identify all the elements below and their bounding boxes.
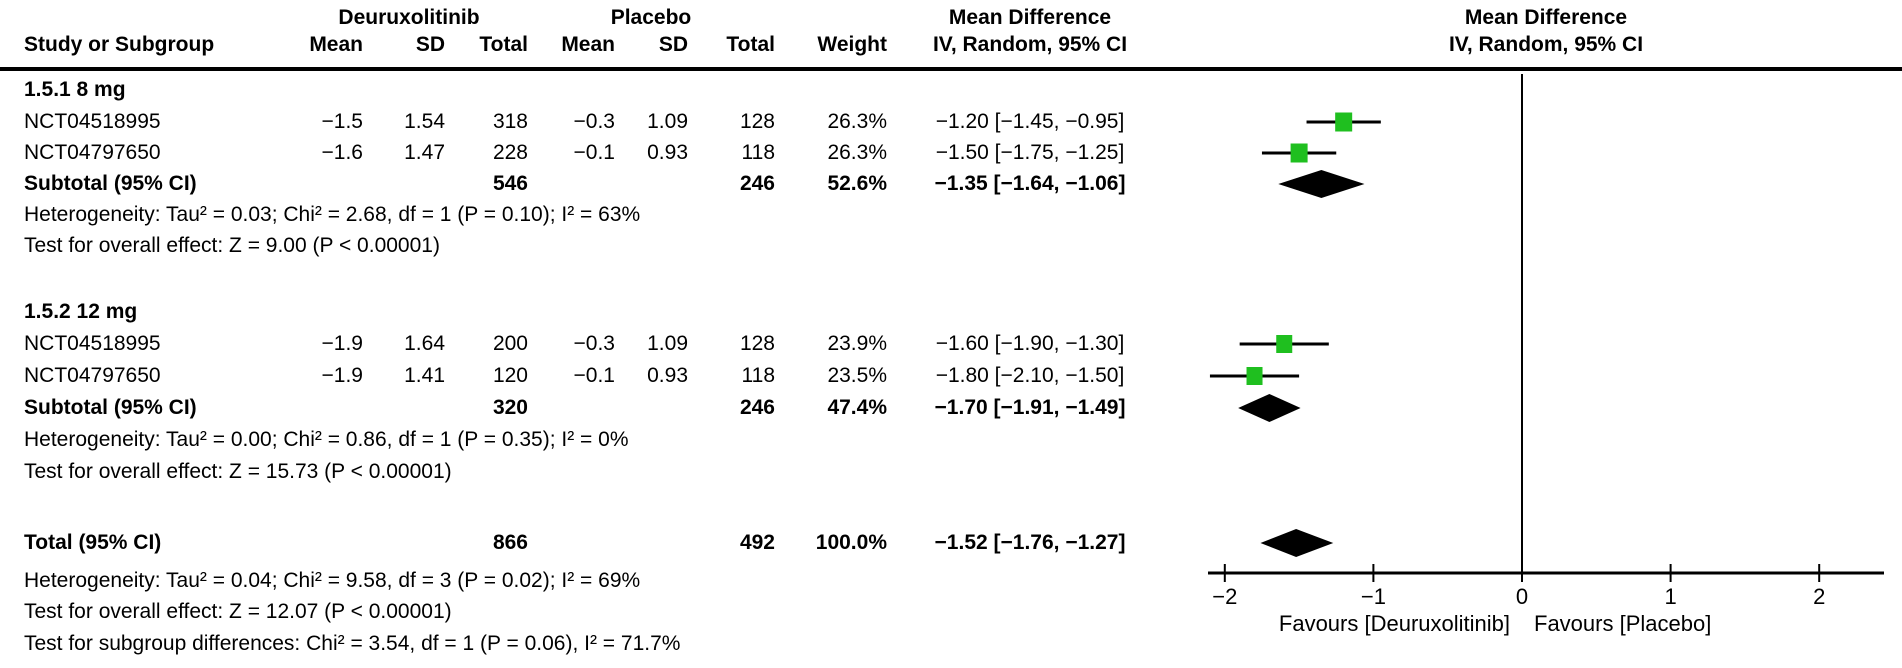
control-group-header: Placebo xyxy=(610,6,692,29)
weight-value: 26.3% xyxy=(827,141,887,164)
mean-difference-plot-header: Mean Difference xyxy=(1464,6,1628,29)
treatment-mean-value: −1.6 xyxy=(321,141,363,164)
axis-tick-label: −2 xyxy=(1212,584,1237,609)
col-header-ci-text: IV, Random, 95% CI xyxy=(932,33,1128,56)
treatment-total-value: 120 xyxy=(492,364,528,387)
study-name: NCT04797650 xyxy=(24,141,161,164)
subtotal-control-total: 246 xyxy=(739,396,775,419)
treatment-sd-value: 1.41 xyxy=(404,364,445,387)
col-header-total-treatment: Total xyxy=(479,33,528,56)
subtotal-diamond xyxy=(1238,394,1301,422)
footer-stat-line: Test for subgroup differences: Chi² = 3.… xyxy=(24,632,681,655)
treatment-sd-value: 1.54 xyxy=(404,110,445,133)
subgroup-title: 1.5.2 12 mg xyxy=(24,300,138,323)
subtotal-treatment-total: 546 xyxy=(492,172,528,195)
subtotal-ci-text: −1.35 [−1.64, −1.06] xyxy=(934,172,1126,195)
axis-tick-label: 2 xyxy=(1813,584,1825,609)
control-total-value: 118 xyxy=(741,364,775,387)
control-sd-value: 1.09 xyxy=(647,332,688,355)
control-sd-value: 1.09 xyxy=(647,110,688,133)
subtotal-diamond xyxy=(1278,170,1365,198)
heterogeneity-line: Heterogeneity: Tau² = 0.03; Chi² = 2.68,… xyxy=(24,203,641,226)
overall-effect-line: Test for overall effect: Z = 15.73 (P < … xyxy=(24,460,452,483)
treatment-total-value: 200 xyxy=(492,332,528,355)
subtotal-treatment-total: 320 xyxy=(492,396,528,419)
effect-square xyxy=(1246,367,1263,385)
control-mean-value: −0.1 xyxy=(573,141,615,164)
heterogeneity-line: Heterogeneity: Tau² = 0.00; Chi² = 0.86,… xyxy=(24,428,629,451)
favours-right-label: Favours [Placebo] xyxy=(1534,611,1711,636)
header-rule xyxy=(0,67,1902,71)
treatment-mean-value: −1.9 xyxy=(321,364,363,387)
effect-square xyxy=(1290,143,1308,163)
effect-square xyxy=(1335,112,1353,132)
total-control-total: 492 xyxy=(739,531,775,554)
axis-tick-label: −1 xyxy=(1361,584,1386,609)
ci-text-value: −1.60 [−1.90, −1.30] xyxy=(935,332,1125,355)
effect-square xyxy=(1276,335,1293,353)
total-ci-text: −1.52 [−1.76, −1.27] xyxy=(934,531,1126,554)
col-header-weight: Weight xyxy=(817,33,887,56)
treatment-mean-value: −1.9 xyxy=(321,332,363,355)
col-header-sd-control: SD xyxy=(658,33,688,56)
treatment-mean-value: −1.5 xyxy=(321,110,363,133)
treatment-sd-value: 1.64 xyxy=(404,332,445,355)
col-header-mean-control: Mean xyxy=(561,33,615,56)
col-header-ci-plot: IV, Random, 95% CI xyxy=(1448,33,1644,56)
col-header-total-control: Total xyxy=(726,33,775,56)
mean-difference-text-header: Mean Difference xyxy=(948,6,1112,29)
control-sd-value: 0.93 xyxy=(647,364,688,387)
study-name: NCT04518995 xyxy=(24,110,161,133)
treatment-sd-value: 1.47 xyxy=(404,141,445,164)
treatment-total-value: 228 xyxy=(492,141,528,164)
axis-tick-label: 0 xyxy=(1516,584,1528,609)
subtotal-weight: 52.6% xyxy=(827,172,887,195)
favours-left-label: Favours [Deuruxolitinib] xyxy=(1279,611,1510,636)
subtotal-ci-text: −1.70 [−1.91, −1.49] xyxy=(934,396,1126,419)
col-header-sd-treatment: SD xyxy=(415,33,445,56)
control-total-value: 118 xyxy=(741,141,775,164)
footer-stat-line: Test for overall effect: Z = 12.07 (P < … xyxy=(24,600,452,623)
subtotal-label: Subtotal (95% CI) xyxy=(24,396,197,419)
weight-value: 23.9% xyxy=(827,332,887,355)
weight-value: 26.3% xyxy=(827,110,887,133)
control-mean-value: −0.3 xyxy=(573,110,615,133)
col-header-study: Study or Subgroup xyxy=(24,33,215,56)
weight-value: 23.5% xyxy=(827,364,887,387)
col-header-mean-treatment: Mean xyxy=(309,33,363,56)
subtotal-control-total: 246 xyxy=(739,172,775,195)
subtotal-weight: 47.4% xyxy=(827,396,887,419)
footer-stat-line: Heterogeneity: Tau² = 0.04; Chi² = 9.58,… xyxy=(24,569,641,592)
study-name: NCT04518995 xyxy=(24,332,161,355)
control-total-value: 128 xyxy=(739,110,775,133)
study-name: NCT04797650 xyxy=(24,364,161,387)
total-label: Total (95% CI) xyxy=(24,531,162,554)
axis-tick-label: 1 xyxy=(1664,584,1676,609)
subtotal-label: Subtotal (95% CI) xyxy=(24,172,197,195)
total-weight: 100.0% xyxy=(815,531,887,554)
total-treatment-total: 866 xyxy=(492,531,528,554)
ci-text-value: −1.20 [−1.45, −0.95] xyxy=(935,110,1125,133)
control-total-value: 128 xyxy=(739,332,775,355)
ci-text-value: −1.50 [−1.75, −1.25] xyxy=(935,141,1125,164)
control-sd-value: 0.93 xyxy=(647,141,688,164)
treatment-total-value: 318 xyxy=(492,110,528,133)
control-mean-value: −0.1 xyxy=(573,364,615,387)
overall-effect-line: Test for overall effect: Z = 9.00 (P < 0… xyxy=(24,234,440,257)
ci-text-value: −1.80 [−2.10, −1.50] xyxy=(935,364,1125,387)
subgroup-title: 1.5.1 8 mg xyxy=(24,78,126,101)
total-diamond xyxy=(1260,529,1334,557)
treatment-group-header: Deuruxolitinib xyxy=(338,6,480,29)
control-mean-value: −0.3 xyxy=(573,332,615,355)
